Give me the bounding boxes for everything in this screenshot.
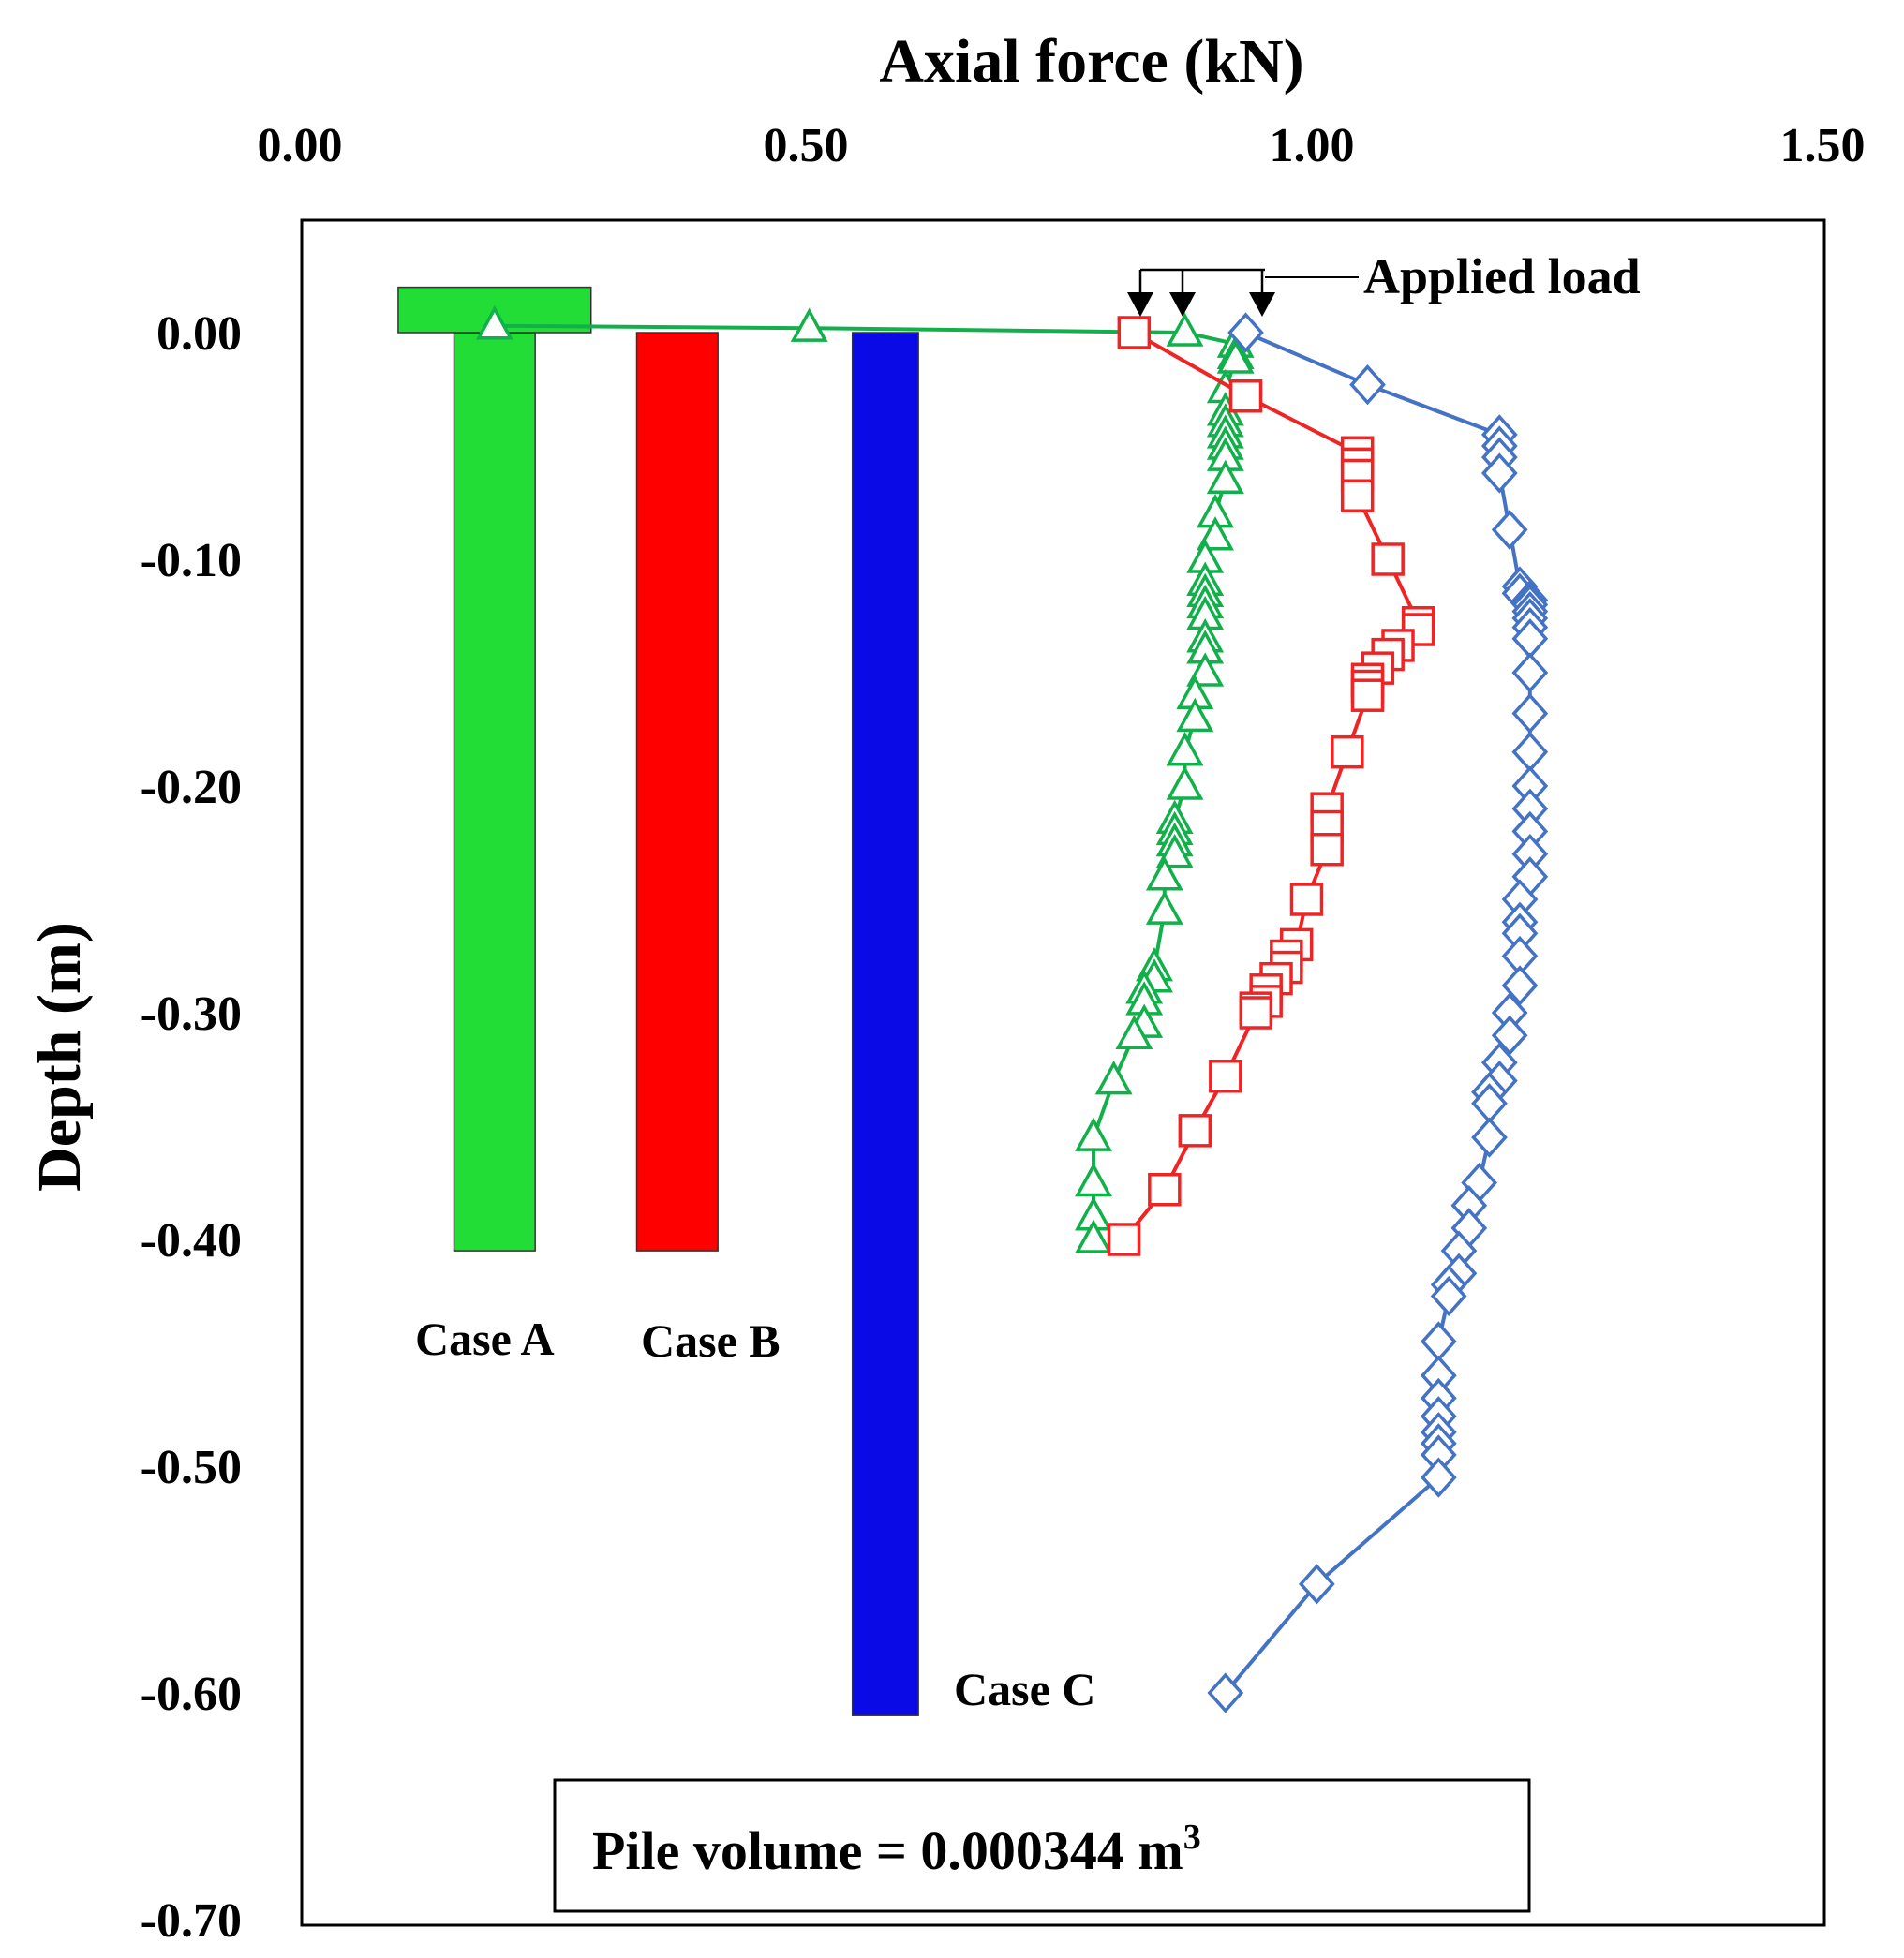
load-arrow-head [1127,292,1153,317]
data-point [1207,1672,1244,1713]
y-tick-labels: 0.00 -0.10 -0.20 -0.30 -0.40 -0.50 -0.60 -0.70 [141,307,242,1948]
series-case-a [475,305,1255,1253]
case-a-label: Case A [415,1313,555,1365]
series-case-b [1107,316,1435,1256]
data-point [1075,1219,1112,1253]
data-point [1331,734,1364,769]
data-point [1471,1117,1508,1158]
applied-load-arrows [1127,268,1359,317]
data-point [1145,856,1183,891]
data-point [1166,312,1204,347]
y-tick-label: -0.20 [141,761,242,814]
data-point [1511,652,1549,693]
y-tick-label: -0.50 [141,1441,242,1494]
pile-volume-text: Pile volume = 0.000344 m [592,1820,1183,1881]
data-point [1176,697,1214,733]
y-tick-label: -0.40 [141,1214,242,1268]
y-tick-label: -0.10 [141,534,242,587]
data-point [1480,452,1518,494]
load-arrow-head [1169,292,1196,317]
data-series [475,305,1549,1713]
plot-frame [300,218,1826,1927]
data-point [790,307,828,342]
data-point [1227,312,1264,353]
data-point [1166,732,1204,766]
data-point [1206,459,1244,495]
data-point [1197,516,1234,551]
load-arrow-head [1249,292,1275,317]
series-line-case-b [1122,331,1421,1241]
data-point [1228,379,1263,413]
x-tick-label: 0.00 [258,119,343,172]
applied-load-label: Applied load [1363,248,1641,304]
data-point [1145,890,1183,925]
data-point [1115,1015,1153,1049]
pile-volume-note: Pile volume = 0.000344 m3 [592,1817,1201,1881]
data-point [1310,833,1344,867]
y-tick-label: -0.70 [141,1894,242,1948]
data-point [1075,1117,1112,1151]
data-point [475,305,513,340]
data-point [1350,678,1385,712]
data-point [1209,1060,1242,1093]
data-point [1289,883,1324,916]
data-point [1340,479,1375,512]
pile-shaft-case-a [453,332,536,1252]
case-labels: Case A Case B Case C [415,1313,1095,1715]
data-point [1371,542,1405,576]
y-tick-label: -0.60 [141,1668,242,1721]
pile-volume-superscript: 3 [1183,1817,1201,1857]
data-point [1491,1015,1528,1056]
x-tick-labels: 0.00 0.50 1.00 1.50 [258,119,1866,172]
data-point [1349,364,1386,406]
data-point [1094,1060,1133,1095]
data-point [1216,339,1255,374]
data-point [1166,765,1204,800]
x-axis-title: Axial force (kN) [879,27,1303,96]
data-point [1298,1564,1335,1605]
y-axis-title: Depth (m) [25,922,94,1192]
y-tick-label: -0.30 [141,987,242,1041]
x-tick-label: 0.50 [764,119,849,172]
case-b-label: Case B [641,1314,781,1367]
x-tick-label: 1.50 [1780,119,1866,172]
data-point [1430,1275,1467,1317]
pile-diagrams [397,286,919,1716]
data-point [1148,1173,1182,1207]
data-point [1420,1321,1457,1362]
data-point [1511,692,1549,734]
x-tick-label: 1.00 [1270,119,1355,172]
data-point [1420,1457,1457,1498]
series-case-c [1207,312,1549,1713]
data-point [1491,509,1528,551]
pile-volume-box [553,1778,1531,1913]
data-point [1186,652,1225,687]
y-tick-label: 0.00 [156,307,242,361]
data-point [1501,965,1539,1006]
data-point [1117,316,1152,349]
data-point [1107,1223,1141,1256]
case-c-label: Case C [954,1663,1095,1715]
data-point [1155,833,1194,868]
data-point [1511,732,1549,773]
pile-shaft-case-c [851,332,919,1716]
data-point [1075,1162,1112,1197]
data-point [1239,996,1273,1030]
pile-shaft-case-b [635,332,719,1252]
data-point [1178,1114,1212,1148]
